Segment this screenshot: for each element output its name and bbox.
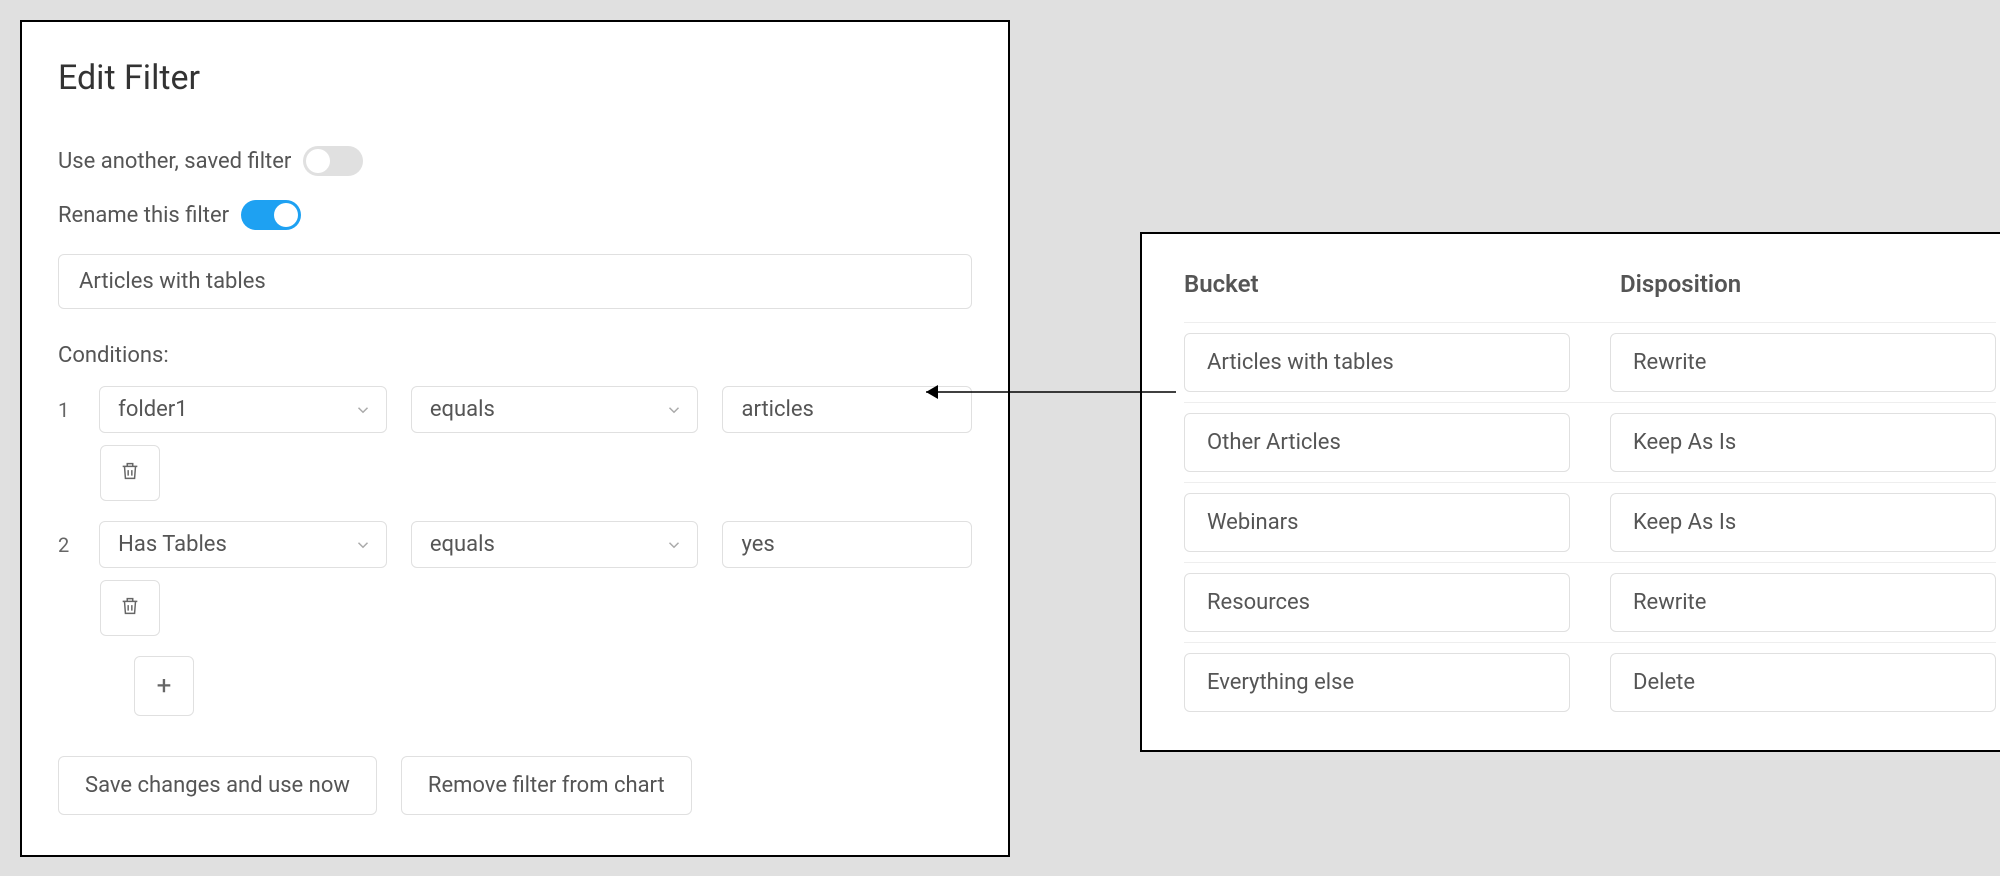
connector-arrow [912,380,1176,404]
use-saved-row: Use another, saved filter [58,146,972,176]
condition-field-select[interactable]: Has Tables [99,521,387,568]
remove-filter-button[interactable]: Remove filter from chart [401,756,692,815]
trash-icon [119,460,141,486]
condition-field-select[interactable]: folder1 [99,386,387,433]
disposition-cell[interactable]: Keep As Is [1610,413,1996,472]
disposition-cell[interactable]: Delete [1610,653,1996,712]
disposition-cell[interactable]: Keep As Is [1610,493,1996,552]
filter-name-input[interactable]: Articles with tables [58,254,972,309]
add-condition-button[interactable]: + [134,656,194,716]
condition-row: 2 Has Tables equals yes [58,521,972,568]
save-button[interactable]: Save changes and use now [58,756,377,815]
conditions-label: Conditions: [58,343,972,368]
rename-label: Rename this filter [58,203,229,228]
panel-title: Edit Filter [58,58,972,98]
condition-operator-select[interactable]: equals [411,521,699,568]
chevron-down-icon [354,401,372,419]
disposition-cell[interactable]: Rewrite [1610,573,1996,632]
use-saved-label: Use another, saved filter [58,149,291,174]
bucket-cell[interactable]: Webinars [1184,493,1570,552]
bucket-row: Articles with tables Rewrite [1184,322,1996,402]
edit-filter-panel: Edit Filter Use another, saved filter Re… [20,20,1010,857]
bucket-row: Webinars Keep As Is [1184,482,1996,562]
condition-field-value: folder1 [118,397,187,422]
delete-condition-button[interactable] [100,580,160,636]
condition-number: 2 [58,533,75,557]
chevron-down-icon [354,536,372,554]
rename-toggle[interactable] [241,200,301,230]
trash-icon [119,595,141,621]
condition-operator-value: equals [430,532,495,557]
buckets-panel: Bucket Disposition Articles with tables … [1140,232,2000,752]
bucket-cell[interactable]: Articles with tables [1184,333,1570,392]
delete-condition-button[interactable] [100,445,160,501]
disposition-cell[interactable]: Rewrite [1610,333,1996,392]
bucket-row: Other Articles Keep As Is [1184,402,1996,482]
bucket-header: Bucket [1184,270,1620,298]
use-saved-toggle[interactable] [303,146,363,176]
chevron-down-icon [665,401,683,419]
condition-value-text: yes [741,532,774,557]
condition-operator-select[interactable]: equals [411,386,699,433]
condition-value-input[interactable]: yes [722,521,972,568]
buckets-header-row: Bucket Disposition [1184,270,1996,298]
condition-value-text: articles [741,397,813,422]
disposition-header: Disposition [1620,270,1996,298]
rename-row: Rename this filter [58,200,972,230]
bucket-row: Everything else Delete [1184,642,1996,722]
condition-operator-value: equals [430,397,495,422]
condition-number: 1 [58,398,75,422]
bucket-cell[interactable]: Everything else [1184,653,1570,712]
action-row: Save changes and use now Remove filter f… [58,756,972,815]
condition-field-value: Has Tables [118,532,227,557]
bucket-cell[interactable]: Other Articles [1184,413,1570,472]
bucket-row: Resources Rewrite [1184,562,1996,642]
condition-row: 1 folder1 equals articles [58,386,972,433]
plus-icon: + [157,671,172,701]
chevron-down-icon [665,536,683,554]
bucket-cell[interactable]: Resources [1184,573,1570,632]
